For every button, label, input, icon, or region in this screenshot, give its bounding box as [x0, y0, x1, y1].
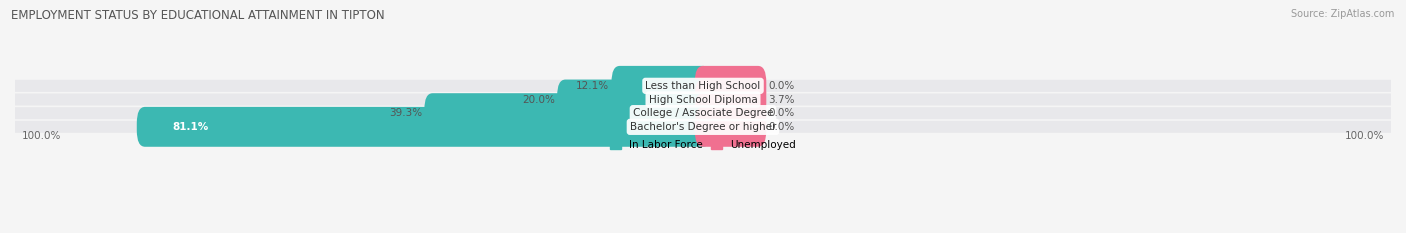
FancyBboxPatch shape [695, 93, 766, 133]
Text: 20.0%: 20.0% [522, 95, 555, 105]
Text: 0.0%: 0.0% [768, 81, 794, 91]
FancyBboxPatch shape [695, 79, 766, 120]
FancyBboxPatch shape [557, 79, 711, 120]
FancyBboxPatch shape [425, 93, 711, 133]
Text: 3.7%: 3.7% [768, 95, 794, 105]
FancyBboxPatch shape [15, 121, 1391, 133]
Text: High School Diploma: High School Diploma [648, 95, 758, 105]
Text: Less than High School: Less than High School [645, 81, 761, 91]
Text: 0.0%: 0.0% [768, 122, 794, 132]
FancyBboxPatch shape [15, 107, 1391, 119]
Text: 12.1%: 12.1% [576, 81, 609, 91]
FancyBboxPatch shape [15, 93, 1391, 106]
Text: 81.1%: 81.1% [173, 122, 209, 132]
Text: Source: ZipAtlas.com: Source: ZipAtlas.com [1291, 9, 1395, 19]
FancyBboxPatch shape [695, 107, 766, 147]
FancyBboxPatch shape [695, 66, 766, 106]
FancyBboxPatch shape [15, 80, 1391, 92]
Text: 100.0%: 100.0% [22, 131, 62, 141]
Legend: In Labor Force, Unemployed: In Labor Force, Unemployed [606, 136, 800, 154]
Text: College / Associate Degree: College / Associate Degree [633, 108, 773, 118]
Text: 100.0%: 100.0% [1344, 131, 1384, 141]
FancyBboxPatch shape [136, 107, 711, 147]
FancyBboxPatch shape [612, 66, 711, 106]
Text: Bachelor's Degree or higher: Bachelor's Degree or higher [630, 122, 776, 132]
Text: 0.0%: 0.0% [768, 108, 794, 118]
Text: EMPLOYMENT STATUS BY EDUCATIONAL ATTAINMENT IN TIPTON: EMPLOYMENT STATUS BY EDUCATIONAL ATTAINM… [11, 9, 385, 22]
Text: 39.3%: 39.3% [389, 108, 422, 118]
